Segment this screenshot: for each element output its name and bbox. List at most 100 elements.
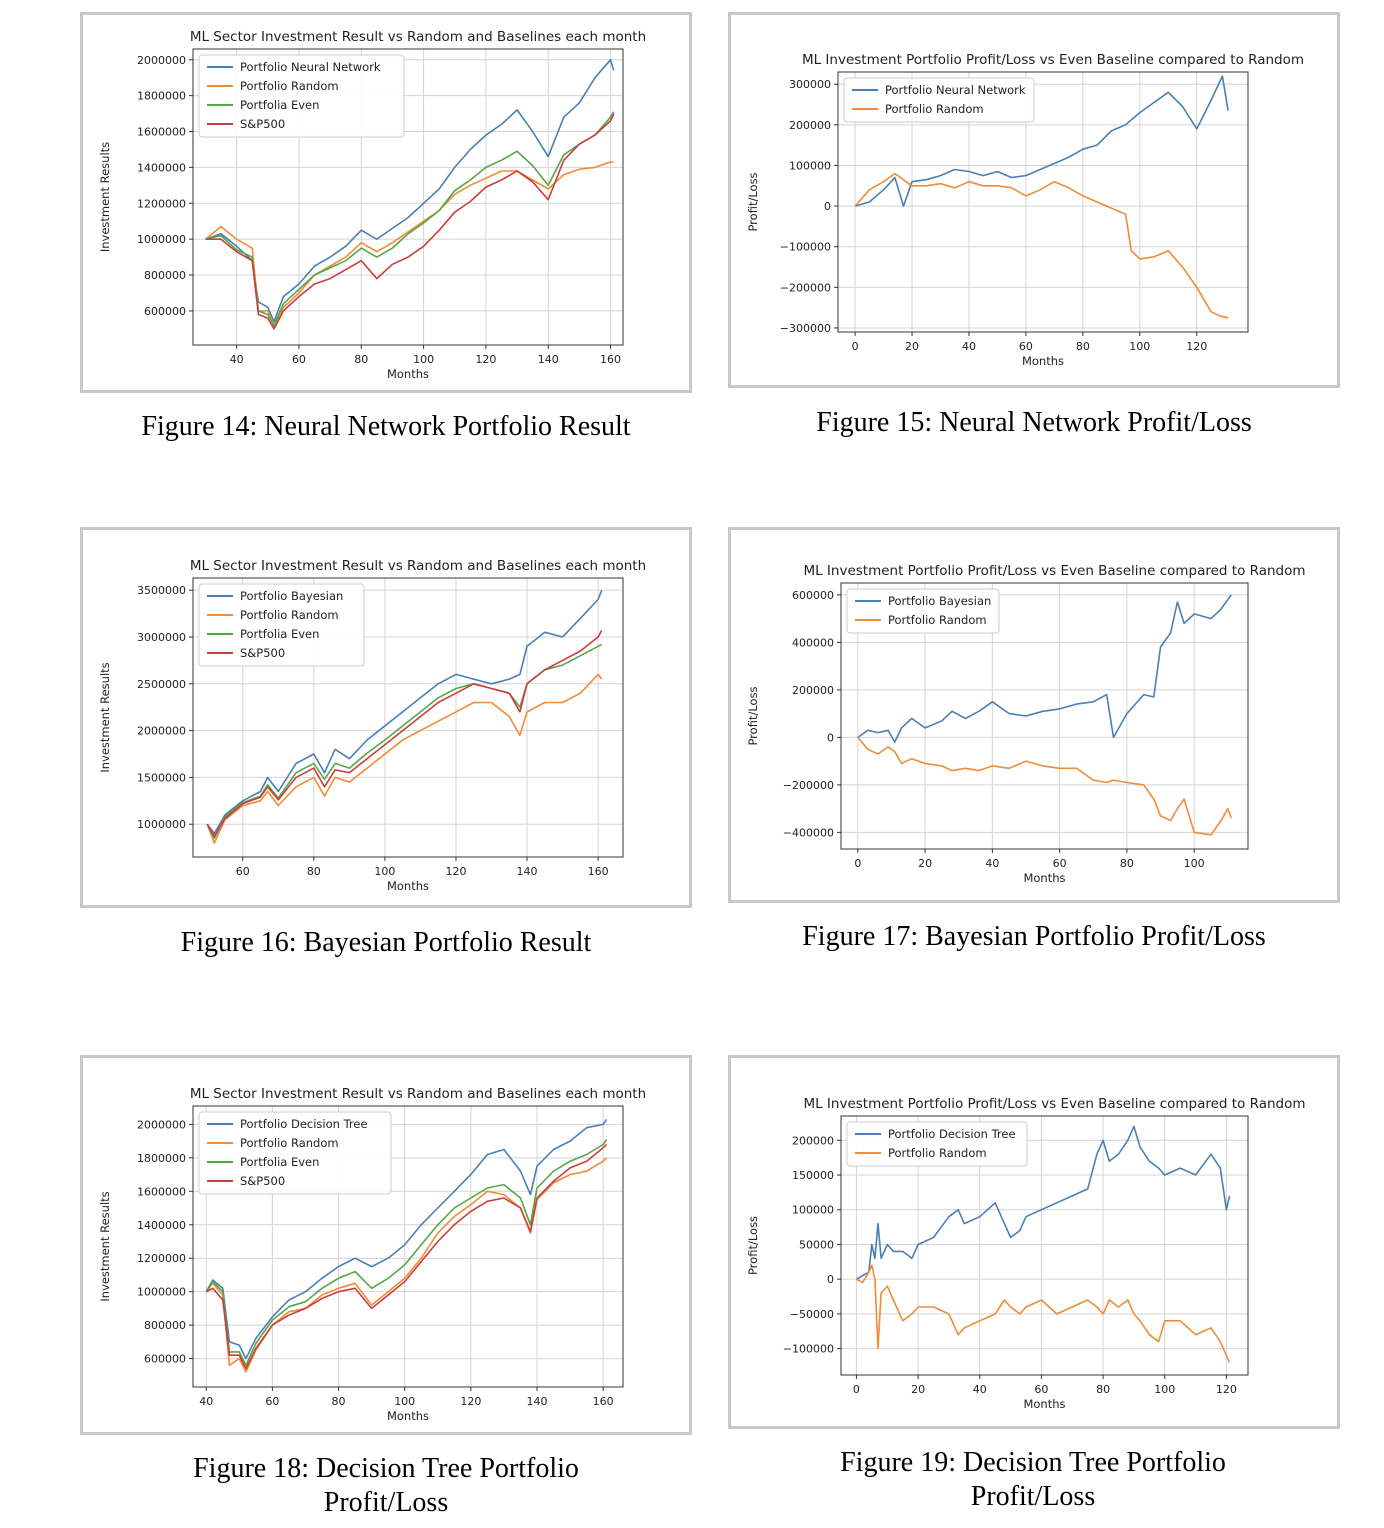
plot-area-frame [840, 582, 1249, 850]
y-axis-label: Investment Results [98, 142, 112, 252]
y-tick-label: 300000 [789, 78, 831, 91]
y-tick-label: 3500000 [137, 584, 186, 597]
y-tick-label: −200000 [783, 779, 834, 792]
legend-box [198, 1111, 392, 1195]
x-axis-label: Months [387, 879, 429, 893]
series-line-1 [857, 736, 1232, 836]
y-tick-label: −100000 [780, 241, 831, 254]
x-tick-label: 160 [593, 1395, 614, 1408]
chart-title: ML Investment Portfolio Profit/Loss vs E… [802, 52, 1304, 68]
figure-17-panel: 0 20 40 60 80 100 −400000 −200000 0 200000 400000 6… [728, 527, 1340, 903]
x-tick-label: 120 [1216, 1383, 1237, 1396]
x-tick-label: 80 [332, 1395, 346, 1408]
legend-label: Portfolia Even [240, 627, 319, 641]
plot-area-frame [192, 48, 624, 346]
legend-label: Portfolio Decision Tree [888, 1127, 1016, 1141]
y-tick-label: 400000 [792, 636, 834, 649]
x-tick-label: 100 [1129, 340, 1150, 353]
x-tick-label: 80 [1076, 340, 1090, 353]
figure-16-panel: 60 80 100 120 140 160 1000000 1500000 2000000 250… [80, 527, 692, 908]
legend-label: Portfolio Bayesian [240, 589, 343, 603]
legend-label: Portfolio Bayesian [888, 594, 991, 608]
x-tick-label: 80 [354, 353, 368, 366]
series-line-0 [857, 594, 1232, 743]
legend-label: Portfolio Random [240, 79, 339, 93]
legend-label: Portfolio Neural Network [240, 60, 381, 74]
series-line-2 [206, 643, 603, 840]
y-tick-label: 600000 [144, 305, 186, 318]
legend-label: S&P500 [240, 117, 285, 131]
y-tick-label: 2500000 [137, 678, 186, 691]
x-tick-label: 60 [292, 353, 306, 366]
x-tick-label: 40 [973, 1383, 987, 1396]
plot-area-frame [192, 1105, 624, 1388]
y-tick-label: 50000 [799, 1238, 834, 1251]
legend-label: Portfolio Random [240, 1136, 339, 1150]
y-tick-label: 800000 [144, 269, 186, 282]
x-tick-label: 140 [527, 1395, 548, 1408]
x-axis-label: Months [1022, 354, 1064, 368]
x-tick-label: 120 [1186, 340, 1207, 353]
x-tick-label: 100 [1154, 1383, 1175, 1396]
y-tick-label: 1000000 [137, 818, 186, 831]
x-tick-label: 140 [517, 865, 538, 878]
x-axis-label: Months [1023, 871, 1065, 885]
x-tick-label: 60 [1053, 857, 1067, 870]
figure-15-chart: 0 20 40 60 80 100 120 −300000 −200000 −100000 0 100… [746, 52, 1304, 368]
y-tick-label: 3000000 [137, 631, 186, 644]
series-line-3 [205, 113, 615, 330]
series-line-1 [854, 172, 1229, 319]
figure-15-caption: Figure 15: Neural Network Profit/Loss [816, 407, 1252, 438]
plot-area-frame [192, 577, 624, 858]
legend-label: Portfolio Decision Tree [240, 1117, 368, 1131]
x-tick-label: 60 [1019, 340, 1033, 353]
y-tick-label: 1600000 [137, 1185, 186, 1198]
x-tick-label: 60 [1034, 1383, 1048, 1396]
y-tick-label: 200000 [792, 1134, 834, 1147]
figure-19-panel: 0 20 40 60 80 100 120 −100000 −50000 0 50000 100000… [728, 1055, 1340, 1429]
legend-label: Portfolia Even [240, 1155, 319, 1169]
y-tick-label: 600000 [792, 589, 834, 602]
x-tick-label: 60 [236, 865, 250, 878]
chart-title: ML Investment Portfolio Profit/Loss vs E… [803, 1096, 1305, 1112]
legend-box [198, 583, 365, 667]
series-line-1 [204, 161, 614, 328]
series-line-0 [206, 589, 603, 835]
legend-label: Portfolio Random [240, 608, 339, 622]
x-tick-label: 120 [475, 353, 496, 366]
x-tick-label: 40 [985, 857, 999, 870]
plot-area-frame [840, 1115, 1249, 1376]
legend-label: S&P500 [240, 1174, 285, 1188]
y-tick-label: 1000000 [137, 1286, 186, 1299]
legend-label: Portfolio Neural Network [885, 83, 1026, 97]
x-tick-label: 100 [413, 353, 434, 366]
x-tick-label: 80 [307, 865, 321, 878]
y-tick-label: 1800000 [137, 1152, 186, 1165]
series-line-0 [856, 1125, 1231, 1280]
series-line-0 [205, 1118, 608, 1360]
figure-18-panel: 40 60 80 100 120 140 160 600000 800000 1000000 120… [80, 1055, 692, 1435]
series-line-2 [205, 111, 615, 327]
legend-box [846, 588, 1000, 634]
y-tick-label: 800000 [144, 1319, 186, 1332]
y-tick-label: 1500000 [137, 771, 186, 784]
chart-title: ML Investment Portfolio Profit/Loss vs E… [803, 563, 1305, 579]
figure-19-caption: Figure 19: Decision Tree Portfolio Profi… [840, 1447, 1226, 1512]
figure-15-panel: 0 20 40 60 80 100 120 −300000 −200000 −100000 0 100… [728, 12, 1340, 388]
y-tick-label: 1000000 [137, 233, 186, 246]
y-axis-label: Profit/Loss [746, 172, 760, 231]
y-axis-label: Investment Results [98, 1191, 112, 1301]
x-tick-label: 0 [854, 857, 861, 870]
figure-16-caption: Figure 16: Bayesian Portfolio Result [180, 927, 592, 958]
y-tick-label: 1800000 [137, 90, 186, 103]
x-tick-label: 20 [905, 340, 919, 353]
x-tick-label: 20 [911, 1383, 925, 1396]
x-tick-label: 40 [199, 1395, 213, 1408]
y-tick-label: 1200000 [137, 197, 186, 210]
x-axis-label: Months [1023, 1397, 1065, 1411]
chart-title: ML Sector Investment Result vs Random an… [190, 1086, 646, 1102]
x-tick-label: 80 [1120, 857, 1134, 870]
series-line-2 [205, 1139, 608, 1367]
figure-16-chart: 60 80 100 120 140 160 1000000 1500000 2000000 250… [98, 558, 646, 893]
y-tick-label: 150000 [792, 1169, 834, 1182]
